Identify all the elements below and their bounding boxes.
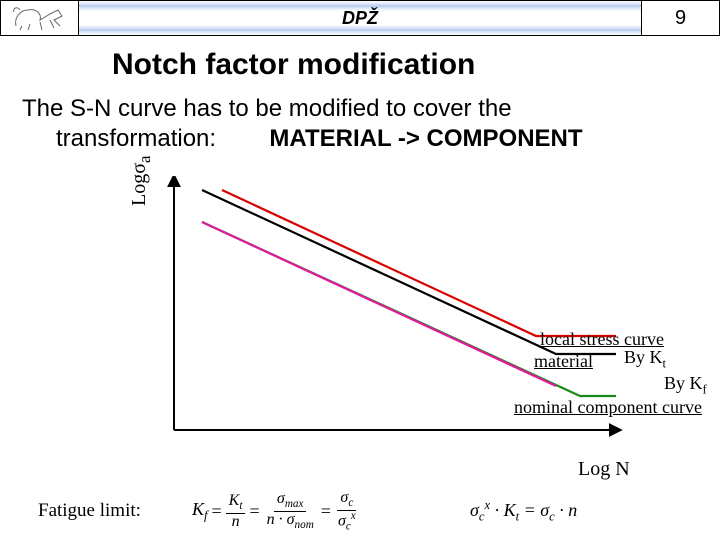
equation-sigma: σcx · Kt = σc · n (470, 498, 577, 525)
header-title: DPŽ (79, 1, 641, 35)
label-local-stress: local stress curve (540, 330, 664, 348)
body-line-2: transformation: MATERIAL -> COMPONENT (22, 124, 702, 154)
header-logo (1, 1, 79, 35)
header: DPŽ 9 (0, 0, 720, 36)
body-text: The S-N curve has to be modified to cove… (0, 88, 720, 154)
label-material: material (534, 352, 593, 370)
label-component: nominal component curve (514, 398, 702, 416)
lion-icon (10, 4, 70, 32)
y-axis-label: Logσa (128, 156, 155, 206)
label-by-kt: By Kt (624, 348, 666, 370)
equation-kf: Kf = Kt n = σmax n · σnom = σc σcx (192, 490, 359, 533)
fatigue-limit-label: Fatigue limit: (38, 500, 141, 522)
label-by-kf: By Kf (664, 374, 707, 396)
x-axis-label: Log N (578, 458, 630, 481)
body-line-1: The S-N curve has to be modified to cove… (22, 94, 702, 124)
slide-title: Notch factor modification (0, 36, 720, 88)
header-page-number: 9 (641, 1, 719, 35)
